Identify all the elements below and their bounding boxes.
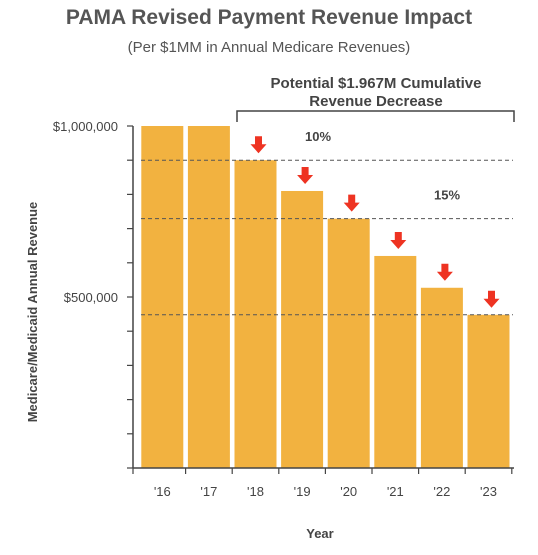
y-tick-label: $1,000,000 [53,119,118,134]
chart-title: PAMA Revised Payment Revenue Impact [65,6,473,29]
bar [374,255,417,468]
y-tick-label: $500,000 [64,290,118,305]
bar [234,160,277,468]
decrease-arrow-icon [250,136,267,154]
y-axis-title: Medicare/Medicaid Annual Revenue [25,202,40,423]
x-tick-label: '18 [247,484,264,499]
x-tick-label: '16 [154,484,171,499]
bar [420,287,463,468]
bracket-annotation-line2: Revenue Decrease [309,93,442,110]
bar [281,190,324,469]
x-tick-label: '20 [340,484,357,499]
x-axis-title: Year [306,526,333,541]
chart-subtitle: (Per $1MM in Annual Medicare Revenues) [127,39,411,56]
reference-line-label: 10% [305,129,331,144]
x-tick-label: '17 [200,484,217,499]
bar [141,126,184,468]
decrease-arrow-icon [297,166,314,184]
bar [467,314,510,468]
decrease-arrow-icon [390,231,407,249]
decrease-arrow-icon [343,194,360,212]
decrease-arrow-icon [483,290,500,308]
x-tick-label: '22 [433,484,450,499]
bar [327,218,370,468]
x-tick-label: '19 [294,484,311,499]
x-tick-label: '23 [480,484,497,499]
bar [187,126,230,468]
decrease-arrow-icon [436,263,453,281]
cumulative-bracket [236,110,515,122]
bracket-annotation-line1: Potential $1.967M Cumulative [271,75,482,92]
x-tick-label: '21 [387,484,404,499]
reference-line-label: 15% [434,188,460,203]
